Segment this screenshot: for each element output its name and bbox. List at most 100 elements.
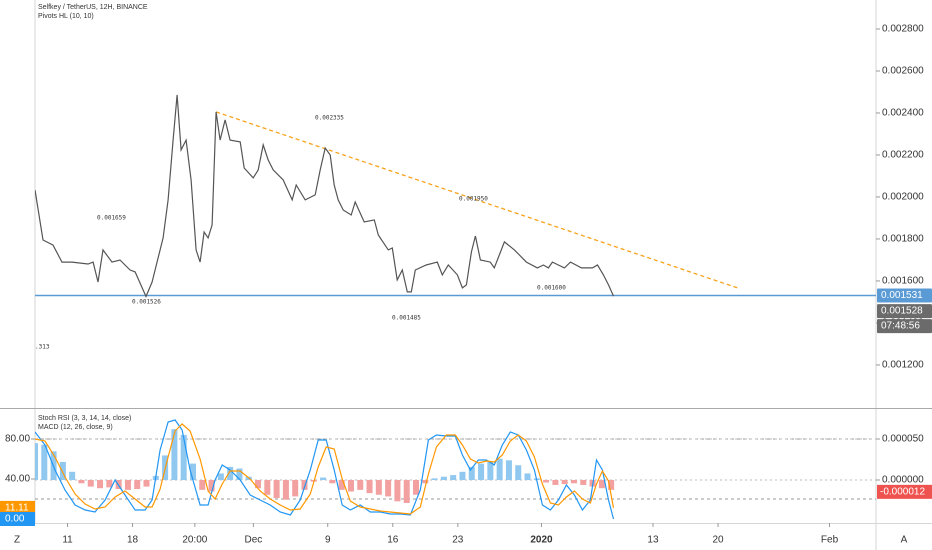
countdown-label-box (877, 319, 932, 334)
macd-bar (282, 480, 289, 500)
stoch-current-label: 11.11 (5, 503, 29, 514)
y-tick-label: 0.001600 (882, 276, 924, 287)
macd-bar (106, 480, 113, 488)
y-tick-label: 0.001800 (882, 234, 924, 245)
y-tick-label: 40.00 (5, 474, 30, 485)
macd-bar (543, 480, 550, 483)
macd-bar (496, 458, 503, 481)
macd-bar (273, 480, 280, 499)
last-price-label: 0.001528 (881, 306, 923, 317)
macd-bar (366, 480, 373, 494)
x-tick-label: 23 (452, 535, 464, 546)
macd-bar (598, 480, 605, 489)
macd-bar (561, 480, 568, 485)
macd-bar (255, 480, 262, 489)
y-tick-label: 0.002400 (882, 108, 924, 119)
x-tick-label: 9 (325, 535, 331, 546)
macd-bar (41, 444, 48, 481)
price-pane: 0.001659 0.001526 0.002335 0.001950 0.001485… (35, 94, 876, 351)
macd-bar (264, 480, 271, 495)
y-tick-label: 0.002800 (882, 24, 924, 35)
macd-bar (413, 480, 420, 495)
x-tick-label: 18 (127, 535, 139, 546)
stoch-current-box (0, 500, 35, 515)
macd-current-box (877, 484, 932, 499)
macd-bar (329, 480, 336, 484)
macd-bar (524, 473, 531, 481)
macd-bar (134, 480, 141, 490)
pivot-label: 0.001485 (392, 315, 421, 322)
macd-bar (385, 480, 392, 497)
macd-bar (580, 480, 587, 485)
y-tick-label: 0.001200 (882, 360, 924, 371)
macd-bar (459, 471, 466, 481)
macd-bar (180, 434, 187, 481)
macd-bar (124, 480, 131, 490)
indicator-pane (35, 419, 876, 520)
pivot-label: 0.001600 (537, 285, 566, 292)
macd-bar (403, 480, 410, 503)
y2-tick-label: 0.000050 (882, 434, 924, 445)
macd-bar (97, 480, 104, 489)
macd-bar (422, 480, 429, 484)
support-price-label-box (877, 288, 932, 303)
macd-bar (320, 477, 327, 481)
pivot-label: 0.001526 (132, 299, 161, 306)
x-tick-label: 20:00 (182, 535, 207, 546)
pivot-label: 0.002335 (315, 115, 344, 122)
stoch-title: Stoch RSI (3, 3, 14, 14, close) (38, 415, 131, 422)
macd-bar (143, 480, 150, 487)
support-price-label: 0.001531 (881, 290, 923, 301)
macd-bar (357, 480, 364, 490)
macd-bar (59, 461, 66, 481)
macd-current-label: -0.000012 (880, 486, 925, 497)
macd-bar (301, 480, 308, 490)
axes: 0.0012000.0014000.0016000.0018000.002000… (0, 24, 932, 546)
macd-bar (478, 463, 485, 481)
macd-bar (78, 480, 85, 484)
macd-bar (69, 471, 76, 481)
trendline (215, 111, 738, 289)
x-tick-label: Dec (244, 535, 262, 546)
macd-bar (171, 429, 178, 481)
macd-bar (87, 480, 94, 487)
pivot-label: .313 (35, 344, 50, 351)
macd-bar (394, 480, 401, 502)
stoch-current-box (0, 512, 35, 526)
y-tick-label: 0.002000 (882, 192, 924, 203)
timezone-button[interactable]: Z (14, 535, 20, 546)
macd-bar (217, 473, 224, 481)
macd-bar (35, 443, 38, 481)
macd-bar (338, 480, 345, 490)
macd-bar (440, 476, 447, 481)
macd-bar (227, 466, 234, 481)
macd-bar (570, 480, 577, 484)
indicator-title: Pivots HL (10, 10) (38, 13, 94, 20)
macd-bar (375, 480, 382, 495)
last-price-label-box (877, 304, 932, 319)
macd-bar (292, 480, 299, 497)
macd-bar (505, 460, 512, 481)
y-tick-label: 0.002200 (882, 150, 924, 161)
macd-bar (347, 480, 354, 492)
x-tick-label: 20 (712, 535, 724, 546)
stoch-d-line (35, 423, 615, 515)
auto-scale-button[interactable]: A (901, 535, 908, 546)
macd-title: MACD (12, 26, close, 9) (38, 424, 113, 431)
pivot-label: 0.001659 (97, 215, 126, 222)
macd-bar (199, 480, 206, 490)
macd-bar (189, 463, 196, 481)
price-line (35, 94, 615, 299)
stoch-k-line (35, 419, 615, 520)
macd-bar (608, 480, 615, 490)
macd-bar (236, 468, 243, 481)
x-tick-label: 11 (62, 535, 73, 546)
x-tick-label: 2020 (530, 535, 553, 546)
macd-bar (552, 480, 559, 485)
pivot-label: 0.001950 (459, 196, 488, 203)
y-tick-label: 80.00 (5, 434, 30, 445)
y2-tick-label: 0.000000 (882, 475, 924, 486)
symbol-title: Selfkey / TetherUS, 12H, BINANCE (38, 4, 148, 11)
